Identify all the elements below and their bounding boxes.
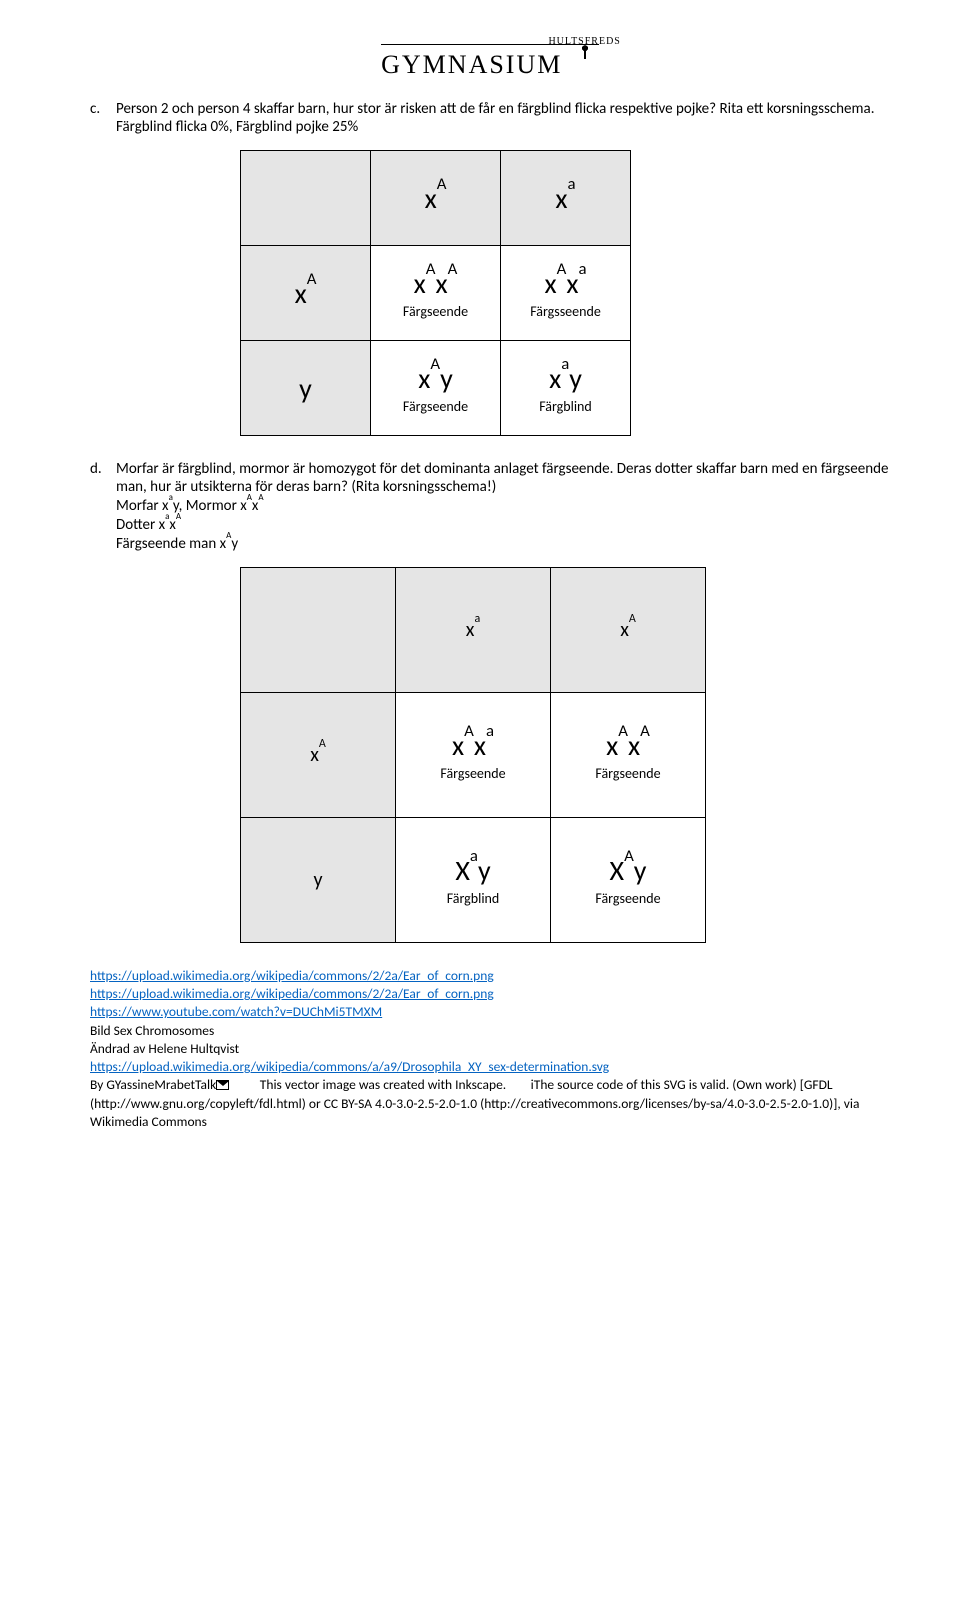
punnett-blank (241, 568, 396, 693)
punnett-square-2: xa xA xA xAxaFärgseende xAxAFärgseende y… (240, 567, 706, 943)
ref-text-1: Bild Sex Chromosomes (90, 1022, 214, 1039)
punnett-row-2: y (241, 818, 396, 943)
ref-link-2[interactable]: https://upload.wikimedia.org/wikipedia/c… (90, 985, 494, 1002)
punnett-row-2: y (241, 341, 371, 436)
punnett-cell-21: xAyFärgseende (371, 341, 501, 436)
ref-link-4[interactable]: https://upload.wikimedia.org/wikipedia/c… (90, 1058, 609, 1075)
answer-line-2: Dotter xaxA (116, 516, 181, 534)
punnett-square-1: xA xa xA xAxAFärgseende xAxaFärgsseende … (240, 150, 631, 436)
ref-caption: By GYassineMrabetTalk This vector image … (90, 1076, 859, 1129)
ref-link-3[interactable]: https://www.youtube.com/watch?v=DUChMi5T… (90, 1003, 382, 1020)
question-c: c. Person 2 och person 4 skaffar barn, h… (90, 100, 890, 136)
punnett-cell-22: XAyFärgseende (551, 818, 706, 943)
punnett-col-1: xA (371, 151, 501, 246)
references: https://upload.wikimedia.org/wikipedia/c… (90, 967, 890, 1131)
logo: GYMNASIUM HULTSFREDS (351, 40, 629, 82)
punnett-cell-22: xayFärgblind (501, 341, 631, 436)
punnett-cell-12: xAxAFärgseende (551, 693, 706, 818)
question-text: Morfar är färgblind, mormor är homozygot… (116, 460, 890, 553)
question-d-text: Morfar är färgblind, mormor är homozygot… (116, 460, 888, 496)
answer-line-1: Morfar xay, Mormor xAxA (116, 497, 264, 515)
punnett-cell-11: xAxAFärgseende (371, 246, 501, 341)
punnett-col-2: xA (551, 568, 706, 693)
logo-main: GYMNASIUM (381, 50, 562, 79)
logo-header: GYMNASIUM HULTSFREDS (90, 40, 890, 82)
logo-sub: HULTSFREDS (548, 36, 620, 47)
ref-link-1[interactable]: https://upload.wikimedia.org/wikipedia/c… (90, 967, 494, 984)
punnett-row-1: xA (241, 693, 396, 818)
question-c-answer: Färgblind flicka 0%, Färgblind pojke 25% (116, 118, 358, 136)
ref-text-2: Ändrad av Helene Hultqvist (90, 1040, 239, 1057)
punnett-blank (241, 151, 371, 246)
question-letter: d. (90, 460, 116, 553)
punnett-cell-11: xAxaFärgseende (396, 693, 551, 818)
punnett-col-2: xa (501, 151, 631, 246)
mail-icon (216, 1080, 229, 1090)
question-text: Person 2 och person 4 skaffar barn, hur … (116, 100, 890, 136)
answer-line-3: Färgseende man xAy (116, 535, 238, 553)
punnett-col-1: xa (396, 568, 551, 693)
punnett-cell-21: XayFärgblind (396, 818, 551, 943)
question-d: d. Morfar är färgblind, mormor är homozy… (90, 460, 890, 553)
question-letter: c. (90, 100, 116, 136)
question-c-text: Person 2 och person 4 skaffar barn, hur … (116, 100, 874, 118)
punnett-cell-12: xAxaFärgsseende (501, 246, 631, 341)
punnett-row-1: xA (241, 246, 371, 341)
